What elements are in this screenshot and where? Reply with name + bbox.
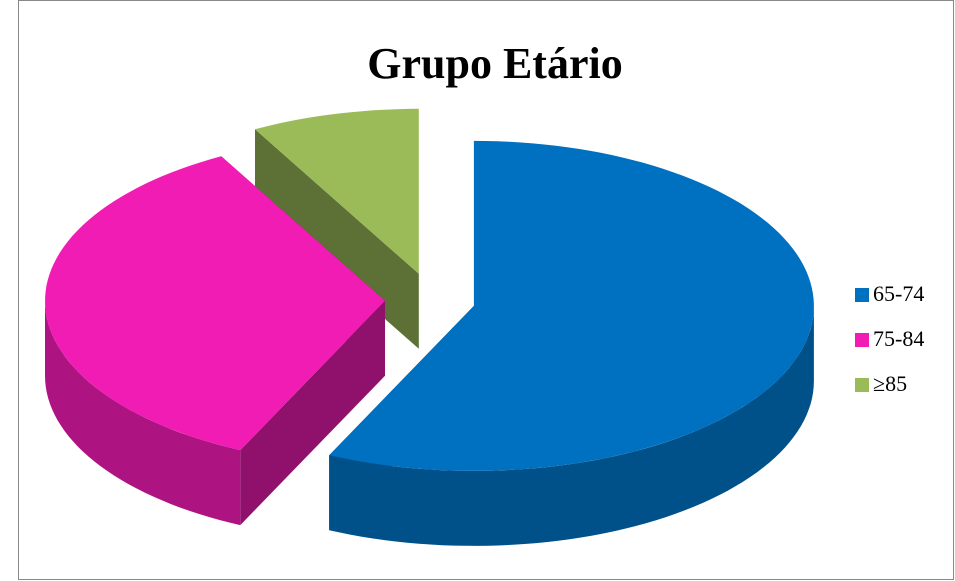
legend-swatch (855, 288, 869, 302)
slice-side (255, 129, 419, 349)
slice (255, 108, 419, 274)
legend-swatch (855, 333, 869, 347)
slice (45, 156, 385, 451)
slice-wall (329, 305, 814, 546)
chart-title: Grupo Etário (367, 39, 622, 88)
legend-swatch (855, 378, 869, 392)
legend-label: ≥85 (873, 371, 907, 396)
legend-label: 65-74 (873, 281, 924, 306)
slice-side (240, 300, 385, 526)
slice-wall (45, 300, 241, 526)
pie-slice (45, 156, 385, 526)
pie-slice (329, 140, 814, 546)
slice (329, 140, 814, 471)
legend-label: 75-84 (873, 326, 924, 351)
pie-slice (255, 108, 419, 349)
